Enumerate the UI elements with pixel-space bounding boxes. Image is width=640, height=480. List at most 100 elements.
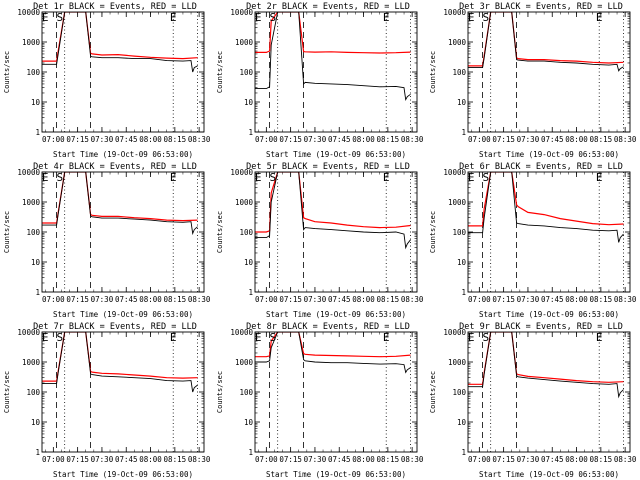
y-tick-label: 10	[31, 98, 41, 107]
event-marker-label: E	[596, 11, 603, 24]
chart-svg: Det 6r BLACK = Events, RED = LLD Start Ti…	[429, 162, 637, 319]
plot-frame	[467, 11, 631, 133]
x-tick-label: 08:00	[565, 455, 588, 464]
plot-frame	[467, 331, 631, 453]
y-tick-label: 10000	[17, 8, 40, 17]
y-tick-label: 1	[35, 448, 40, 457]
y-tick-label: 1000	[22, 358, 41, 367]
y-tick-label: 1	[248, 448, 253, 457]
x-tick-label: 08:15	[164, 295, 187, 304]
event-marker-label: E	[170, 171, 177, 184]
detector-chart-8: Det 8r BLACK = Events, RED = LLD Start Ti…	[213, 320, 426, 480]
x-axis-label: Start Time (19-Oct-09 06:53:00)	[266, 310, 406, 319]
x-tick-label: 07:15	[492, 295, 515, 304]
series-group	[42, 332, 198, 393]
series-group	[468, 332, 624, 399]
chart-title: Det 1r BLACK = Events, RED = LLD	[33, 2, 197, 12]
series-lld-line	[255, 332, 411, 358]
series-group	[468, 12, 624, 72]
x-tick-label: 07:00	[255, 135, 278, 144]
x-tick-label: 07:15	[279, 455, 302, 464]
x-tick-label: 07:00	[42, 295, 65, 304]
x-tick-label: 07:00	[255, 295, 278, 304]
y-tick-label: 100	[239, 68, 253, 77]
series-events-line	[255, 332, 411, 374]
series-group	[255, 172, 411, 250]
x-tick-label: 08:15	[590, 455, 613, 464]
x-axis-label: Start Time (19-Oct-09 06:53:00)	[479, 150, 619, 159]
event-marker-label: E	[468, 331, 475, 344]
y-tick-label: 100	[26, 228, 40, 237]
x-tick-label: 07:45	[115, 135, 138, 144]
x-tick-label: 08:00	[565, 295, 588, 304]
y-tick-label: 1000	[448, 38, 467, 47]
y-axis-label: Counts/sec	[216, 51, 224, 93]
x-axis-label: Start Time (19-Oct-09 06:53:00)	[53, 310, 193, 319]
series-events-line	[468, 332, 624, 399]
y-tick-label: 10	[244, 418, 254, 427]
y-tick-label: 1000	[22, 38, 41, 47]
x-tick-label: 08:15	[164, 455, 187, 464]
y-tick-label: 100	[26, 388, 40, 397]
x-tick-label: 08:00	[565, 135, 588, 144]
x-tick-label: 08:15	[164, 135, 187, 144]
x-tick-label: 07:45	[328, 295, 351, 304]
series-group	[42, 12, 198, 73]
y-tick-label: 1	[461, 288, 466, 297]
series-events-line	[42, 12, 198, 73]
chart-title: Det 3r BLACK = Events, RED = LLD	[459, 2, 623, 12]
y-axis-label: Counts/sec	[429, 211, 437, 253]
x-tick-label: 08:00	[352, 135, 375, 144]
y-tick-label: 1	[461, 448, 466, 457]
event-marker-label: E	[42, 331, 49, 344]
chart-title: Det 7r BLACK = Events, RED = LLD	[33, 322, 197, 332]
y-tick-label: 10000	[443, 8, 466, 17]
x-tick-label: 07:30	[517, 135, 540, 144]
y-axis-label: Counts/sec	[429, 371, 437, 413]
x-tick-label: 07:15	[279, 295, 302, 304]
y-tick-label: 10000	[230, 8, 253, 17]
y-tick-label: 1000	[235, 38, 254, 47]
x-axis-label: Start Time (19-Oct-09 06:53:00)	[479, 310, 619, 319]
x-tick-label: 07:15	[66, 295, 89, 304]
y-tick-label: 10	[457, 418, 467, 427]
y-tick-label: 1	[248, 128, 253, 137]
series-events-line	[255, 172, 411, 250]
x-tick-label: 07:45	[541, 455, 564, 464]
x-tick-label: 07:45	[328, 135, 351, 144]
y-tick-label: 1	[35, 288, 40, 297]
x-tick-label: 08:30	[614, 295, 637, 304]
event-marker-label: E	[596, 171, 603, 184]
y-tick-label: 10	[244, 258, 254, 267]
x-tick-label: 08:00	[139, 455, 162, 464]
x-tick-label: 07:30	[91, 135, 114, 144]
x-tick-label: 07:00	[468, 135, 491, 144]
x-tick-label: 08:00	[139, 295, 162, 304]
x-tick-label: 07:30	[91, 455, 114, 464]
event-marker-label: E	[468, 11, 475, 24]
series-lld-line	[255, 12, 411, 54]
event-marker-label: E	[383, 331, 390, 344]
x-tick-label: 07:45	[541, 135, 564, 144]
y-tick-label: 1	[35, 128, 40, 137]
detector-chart-3: Det 3r BLACK = Events, RED = LLD Start Ti…	[426, 0, 639, 160]
x-tick-label: 07:15	[492, 455, 515, 464]
plot-frame	[41, 11, 205, 133]
y-tick-label: 100	[452, 228, 466, 237]
y-tick-label: 10000	[17, 168, 40, 177]
chart-svg: Det 7r BLACK = Events, RED = LLD Start Ti…	[3, 322, 211, 479]
y-tick-label: 10000	[17, 328, 40, 337]
plot-frame	[254, 331, 418, 453]
x-tick-label: 07:15	[66, 135, 89, 144]
x-tick-label: 07:00	[468, 295, 491, 304]
x-tick-label: 08:30	[401, 455, 424, 464]
chart-title: Det 6r BLACK = Events, RED = LLD	[459, 162, 623, 172]
chart-title: Det 5r BLACK = Events, RED = LLD	[246, 162, 410, 172]
x-tick-label: 07:45	[115, 455, 138, 464]
x-tick-label: 08:30	[188, 455, 211, 464]
x-tick-label: 08:00	[352, 455, 375, 464]
event-marker-label: E	[170, 331, 177, 344]
series-events-line	[42, 332, 198, 393]
y-tick-label: 100	[26, 68, 40, 77]
event-marker-label: S	[57, 171, 64, 184]
